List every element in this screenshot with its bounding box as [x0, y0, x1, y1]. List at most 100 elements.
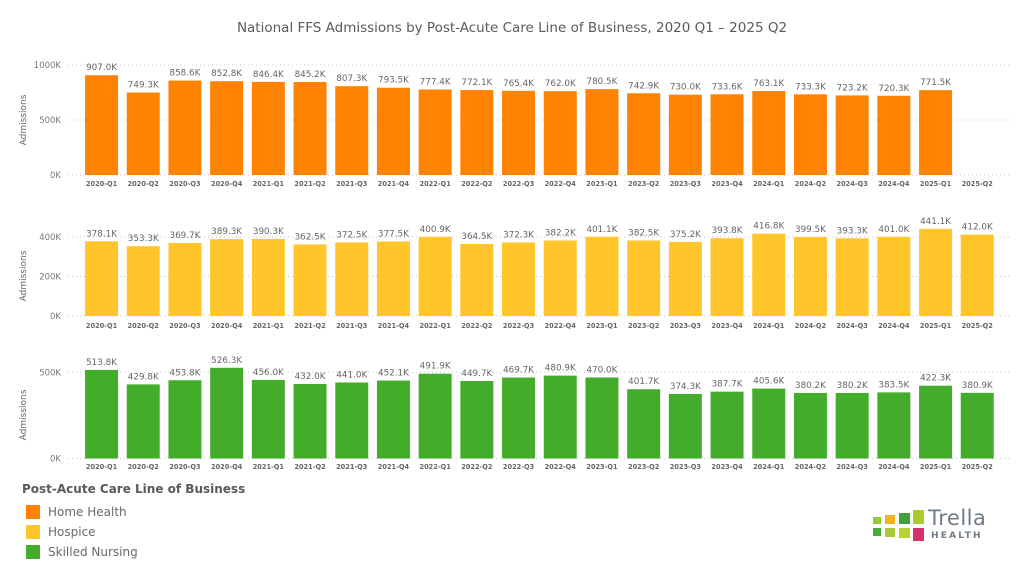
bar: [418, 373, 452, 459]
x-tick-label: 2020-Q1: [86, 180, 118, 188]
data-label: 374.3K: [670, 382, 701, 392]
x-tick-label: 2025-Q2: [962, 322, 994, 330]
data-label: 387.7K: [712, 380, 743, 390]
bar: [85, 241, 119, 316]
x-tick-label: 2025-Q1: [920, 463, 952, 471]
data-label: 452.1K: [378, 369, 409, 379]
data-label: 441.1K: [920, 217, 951, 227]
x-tick-label: 2023-Q1: [586, 463, 618, 471]
x-tick-label: 2023-Q2: [628, 180, 660, 188]
y-axis-title: Admissions: [19, 94, 29, 145]
data-label: 771.5K: [920, 78, 951, 88]
logo-tile: [913, 510, 924, 524]
bar: [752, 233, 786, 316]
data-label: 393.3K: [837, 226, 868, 236]
bar: [168, 80, 202, 175]
bar: [585, 377, 619, 459]
data-label: 401.7K: [628, 377, 659, 387]
logo-tile: [885, 528, 895, 537]
legend-item-skilled-nursing[interactable]: Skilled Nursing: [22, 542, 245, 562]
x-tick-label: 2024-Q2: [795, 322, 827, 330]
bar: [502, 377, 536, 459]
data-label: 362.5K: [295, 232, 326, 242]
x-tick-label: 2022-Q3: [503, 322, 535, 330]
bar: [793, 237, 827, 316]
data-label: 772.1K: [461, 78, 492, 88]
bar: [585, 236, 619, 316]
logo-wordmark: Trella: [928, 506, 987, 530]
legend-label: Home Health: [48, 505, 127, 519]
x-tick-label: 2024-Q3: [837, 180, 869, 188]
x-tick-label: 2020-Q4: [211, 180, 243, 188]
data-label: 400.9K: [420, 225, 451, 235]
bar: [793, 392, 827, 459]
data-label: 453.8K: [169, 368, 200, 378]
bar: [752, 388, 786, 459]
bar: [335, 382, 369, 459]
data-label: 742.9K: [628, 81, 659, 91]
data-label: 845.2K: [295, 70, 326, 80]
data-label: 412.0K: [962, 223, 993, 233]
x-tick-label: 2023-Q1: [586, 322, 618, 330]
legend-item-home-health[interactable]: Home Health: [22, 502, 245, 522]
x-tick-label: 2022-Q1: [420, 180, 452, 188]
data-label: 765.4K: [503, 79, 534, 89]
x-tick-label: 2021-Q1: [253, 322, 285, 330]
bar: [960, 234, 994, 316]
x-tick-label: 2022-Q4: [545, 463, 577, 471]
y-axis-title: Admissions: [19, 250, 29, 301]
bar: [919, 228, 953, 316]
x-tick-label: 2020-Q1: [86, 322, 118, 330]
data-label: 380.2K: [837, 381, 868, 391]
y-tick-label: 200K: [39, 273, 61, 283]
bar: [502, 90, 536, 175]
bar: [85, 75, 119, 175]
x-tick-label: 2022-Q3: [503, 463, 535, 471]
bar: [293, 244, 327, 316]
x-tick-label: 2020-Q1: [86, 463, 118, 471]
x-tick-label: 2022-Q1: [420, 463, 452, 471]
bar: [585, 89, 619, 175]
x-tick-label: 2025-Q1: [920, 180, 952, 188]
data-label: 441.0K: [336, 370, 367, 380]
x-tick-label: 2023-Q3: [670, 463, 702, 471]
x-tick-label: 2021-Q3: [336, 322, 368, 330]
data-label: 372.5K: [336, 230, 367, 240]
x-tick-label: 2023-Q3: [670, 180, 702, 188]
panel-hospice: 0K 200K 400K Admissions 378.1K 2020-Q1 353.3K 2…: [19, 217, 1012, 330]
bar: [168, 380, 202, 459]
bar: [251, 81, 285, 175]
data-label: 393.8K: [712, 226, 743, 236]
bar: [418, 236, 452, 316]
bar: [627, 240, 661, 316]
bar: [877, 392, 911, 459]
x-tick-label: 2025-Q1: [920, 322, 952, 330]
x-tick-label: 2021-Q2: [294, 180, 326, 188]
x-tick-label: 2023-Q1: [586, 180, 618, 188]
trella-health-logo: Trella HEALTH: [870, 505, 1000, 545]
x-tick-label: 2021-Q2: [294, 322, 326, 330]
x-tick-label: 2021-Q4: [378, 463, 410, 471]
data-label: 382.2K: [545, 229, 576, 239]
x-tick-label: 2021-Q1: [253, 180, 285, 188]
legend-item-hospice[interactable]: Hospice: [22, 522, 245, 542]
data-label: 369.7K: [169, 231, 200, 241]
data-label: 405.6K: [753, 377, 784, 387]
data-label: 749.3K: [128, 81, 159, 91]
x-tick-label: 2022-Q2: [461, 180, 493, 188]
bar: [251, 379, 285, 459]
bar: [919, 385, 953, 459]
x-tick-label: 2024-Q1: [753, 463, 785, 471]
data-label: 353.3K: [128, 234, 159, 244]
panel-skilled-nursing: 0K 500K Admissions 513.8K 2020-Q1 429.8K 2020-…: [19, 356, 1012, 471]
data-label: 399.5K: [795, 225, 826, 235]
x-tick-label: 2025-Q2: [962, 463, 994, 471]
x-tick-label: 2023-Q3: [670, 322, 702, 330]
x-tick-label: 2022-Q4: [545, 180, 577, 188]
x-tick-label: 2020-Q2: [128, 322, 160, 330]
x-tick-label: 2023-Q2: [628, 322, 660, 330]
bar: [668, 241, 702, 316]
data-label: 375.2K: [670, 230, 701, 240]
x-tick-label: 2024-Q4: [878, 463, 910, 471]
